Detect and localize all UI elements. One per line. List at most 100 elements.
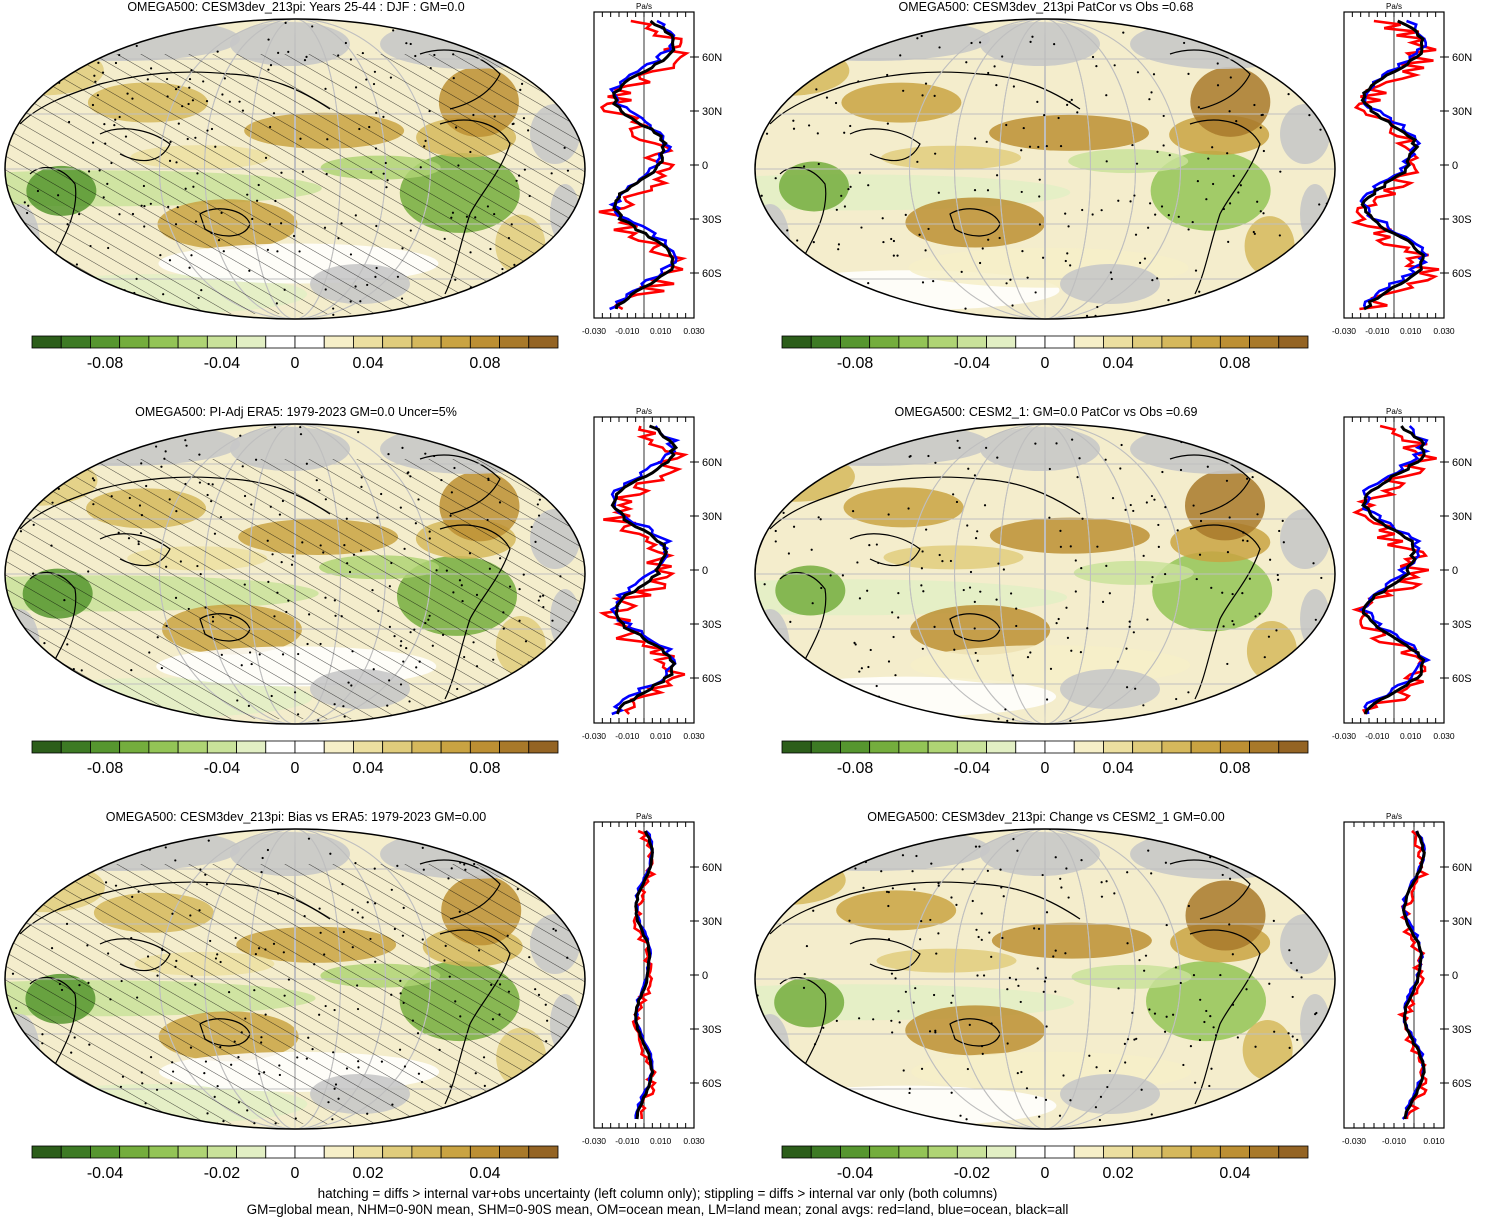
stipple-dot <box>88 704 91 707</box>
colorbar-swatch <box>469 1145 500 1159</box>
stipple-dot <box>357 431 360 434</box>
stipple-dot <box>1191 220 1194 224</box>
stipple-dot <box>971 899 974 903</box>
stipple-dot <box>1260 113 1263 117</box>
field-patch <box>989 517 1150 554</box>
stipple-dot <box>1280 453 1283 456</box>
stipple-dot <box>1191 309 1195 312</box>
colorbar-tick-label: -0.08 <box>87 760 124 777</box>
hatching-overlay <box>5 54 585 314</box>
lat-tick-label: 60S <box>1452 268 1472 280</box>
lat-tick-label: 30N <box>702 106 722 118</box>
stipple-dot <box>1251 475 1254 479</box>
stipple-dot <box>995 174 999 177</box>
field-patch <box>774 977 845 1028</box>
stipple-dot <box>1319 1073 1323 1076</box>
stipple-dot <box>1124 508 1127 511</box>
stipple-dot <box>995 598 998 601</box>
colorbar-tick-label: 0.04 <box>1219 1165 1250 1182</box>
stipple-dot <box>174 859 177 862</box>
stipple-dot <box>225 419 227 421</box>
stipple-dot <box>921 281 925 284</box>
stipple-dot <box>760 194 763 197</box>
stipple-dot <box>1025 1087 1029 1090</box>
stipple-dot <box>968 1023 971 1026</box>
stipple-dot <box>1149 202 1152 205</box>
colorbar-tick-label: 0.02 <box>352 1165 383 1182</box>
stipple-dot <box>266 848 270 852</box>
land-mask <box>980 832 1100 876</box>
stipple-dot <box>1164 572 1167 576</box>
lat-tick-label: 0 <box>702 565 708 577</box>
stipple-dot <box>856 561 859 564</box>
stipple-dot <box>1287 93 1290 96</box>
stipple-dot <box>465 444 468 447</box>
stipple-dot <box>1150 1113 1153 1116</box>
stipple-dot <box>155 445 158 448</box>
stipple-dot <box>28 69 31 72</box>
stipple-dot <box>1228 202 1232 205</box>
stipple-dot <box>1076 111 1079 114</box>
stipple-dot <box>1187 691 1190 694</box>
stipple-dot <box>474 28 477 31</box>
stipple-dot <box>974 537 978 540</box>
stipple-dot <box>261 856 264 860</box>
stipple-dot <box>1069 719 1072 722</box>
coastline <box>779 571 827 670</box>
field-patch <box>881 145 1022 170</box>
colorbar-tick-label: 0.08 <box>469 760 500 777</box>
stipple-dot <box>1187 72 1190 75</box>
stipple-dot <box>1006 1042 1009 1045</box>
colorbar-swatch <box>1103 1145 1134 1159</box>
stipple-dot <box>1211 1112 1214 1115</box>
ocean-zonal-line <box>1359 19 1429 310</box>
x-tick-label: -0.030 <box>1332 731 1356 741</box>
stipple-dot <box>793 468 796 472</box>
all-zonal-line <box>1402 830 1426 1120</box>
stipple-dot <box>937 882 940 885</box>
lat-tick-label: 30N <box>702 916 722 928</box>
lat-tick-label: 60S <box>702 1078 722 1090</box>
stipple-dot <box>978 41 982 44</box>
stipple-dot <box>404 829 407 830</box>
stipple-dot <box>1000 886 1003 889</box>
stipple-dot <box>1150 494 1154 498</box>
stipple-dot <box>904 990 907 993</box>
stipple-dot <box>962 588 965 592</box>
stipple-dot <box>980 912 983 915</box>
colorbar-swatch <box>382 1145 413 1159</box>
stipple-dot <box>899 54 902 57</box>
stipple-dot <box>862 1098 865 1101</box>
hatching-overlay <box>5 459 585 719</box>
stipple-dot <box>7 421 9 423</box>
stipple-dot <box>514 36 517 39</box>
stipple-dot <box>990 955 993 958</box>
stipple-dot <box>421 846 424 849</box>
stipple-dot <box>843 866 846 869</box>
stipple-dot <box>778 885 781 888</box>
stipple-dot <box>920 584 923 587</box>
stipple-dot <box>288 825 290 827</box>
stipple-dot <box>956 23 960 26</box>
stipple-dot <box>116 1103 120 1106</box>
stipple-dot <box>856 840 859 843</box>
stipple-dot <box>1187 904 1190 908</box>
stipple-dot <box>2 1030 4 1032</box>
stipple-dot <box>400 825 402 827</box>
stipple-dot <box>1273 1030 1276 1033</box>
x-tick-label: -0.030 <box>582 326 606 336</box>
stipple-dot <box>755 910 758 913</box>
stipple-dot <box>106 19 109 21</box>
stipple-dot <box>164 846 167 849</box>
stipple-dot <box>72 824 74 826</box>
stipple-dot <box>959 1114 962 1117</box>
stipple-dot <box>1170 714 1174 717</box>
stipple-dot <box>1139 19 1143 21</box>
stipple-dot <box>890 1019 893 1022</box>
stipple-dot <box>1308 114 1311 117</box>
stipple-dot <box>968 586 972 589</box>
stipple-dot <box>409 829 412 832</box>
stipple-dot <box>918 233 921 236</box>
land-mask <box>755 424 990 466</box>
stipple-dot <box>830 1117 834 1121</box>
